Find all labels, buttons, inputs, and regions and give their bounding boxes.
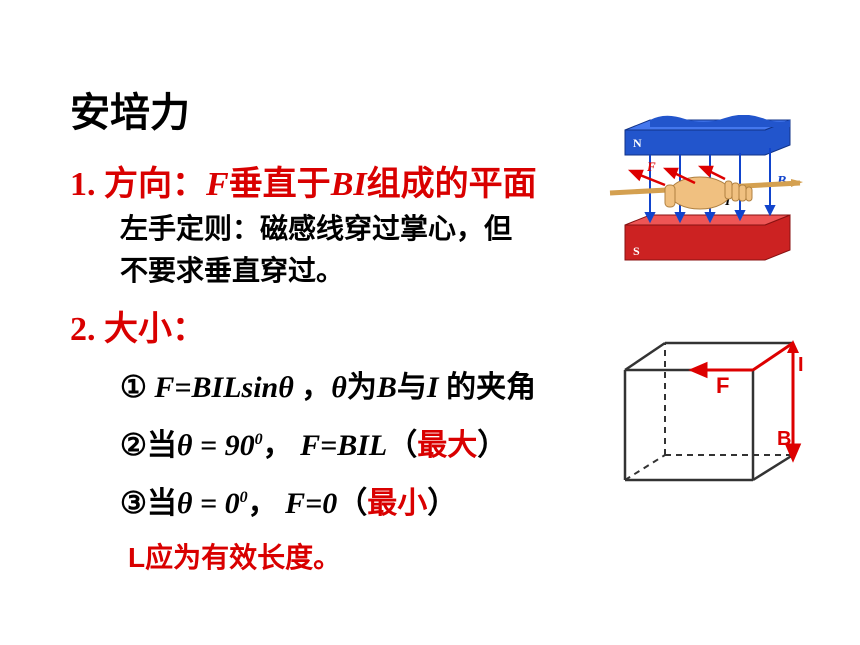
section1-BI: BI <box>331 166 367 203</box>
section1-end: 组成的平面 <box>367 166 537 203</box>
cube-F-label: F <box>716 373 729 398</box>
magnet-diagram: N S B I F <box>605 115 805 285</box>
formula3-circle: ③ <box>120 487 147 520</box>
note: L应为有效长度。 <box>128 536 790 576</box>
magnet-F-label: F <box>646 159 656 174</box>
formula3-min: 最小 <box>367 487 427 520</box>
cube-I-label: I <box>798 354 804 376</box>
section1-label: 方向： <box>104 166 206 203</box>
magnet-N: N <box>633 136 642 150</box>
cube-diagram: F I B <box>610 335 810 520</box>
formula2-circle: ② <box>120 429 147 462</box>
formula1-f: F=BILsin <box>154 371 278 404</box>
formula1-circle: ① <box>120 371 147 404</box>
magnet-S: S <box>633 244 640 258</box>
cube-B-label: B <box>777 428 791 450</box>
section2-label: 大小： <box>104 311 206 348</box>
formula2-max: 最大 <box>417 429 477 462</box>
section1-F: F <box>206 166 229 203</box>
section1-mid: 垂直于 <box>229 166 331 203</box>
section1-num: 1. <box>70 166 96 203</box>
section2-num: 2. <box>70 311 96 348</box>
